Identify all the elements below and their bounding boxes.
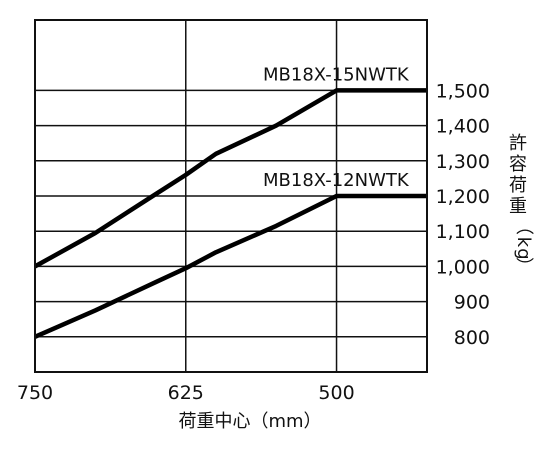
x-tick-label: 750	[17, 382, 53, 404]
series-label: MB18X-15NWTK	[263, 64, 410, 85]
y-axis-title-char: k	[513, 237, 534, 248]
series-lines	[33, 88, 427, 339]
y-tick-label: 1,300	[436, 151, 490, 173]
y-axis-title-char: 荷	[509, 175, 527, 196]
y-tick-label: 900	[454, 292, 490, 314]
y-tick-label: 1,200	[436, 186, 490, 208]
series-line	[34, 193, 427, 339]
y-tick-label: 1,100	[436, 221, 490, 243]
y-axis-title-char: （	[513, 217, 534, 235]
y-tick-label: 1,500	[436, 80, 490, 102]
y-tick-label: 800	[454, 327, 490, 349]
series-label: MB18X-12NWTK	[263, 170, 410, 191]
y-tick-label: 1,400	[436, 116, 490, 138]
y-axis-title-char: 重	[509, 196, 527, 217]
plot-frame	[34, 19, 428, 373]
x-tick-label: 625	[168, 382, 204, 404]
x-axis-title: 荷重中心（mm）	[178, 411, 321, 432]
y-axis-title-char: ）	[513, 257, 534, 275]
y-axis-title-char: g	[513, 248, 534, 259]
y-tick-label: 1,000	[436, 256, 490, 278]
series-line	[33, 88, 427, 269]
y-axis-title-char: 許	[509, 133, 527, 154]
x-tick-label: 500	[318, 382, 354, 404]
tick-labels: 800 900 1,000 1,100 1,200 1,300 1,400 1,500 750 6…	[17, 64, 490, 404]
y-axis-title-char: 容	[509, 154, 527, 175]
